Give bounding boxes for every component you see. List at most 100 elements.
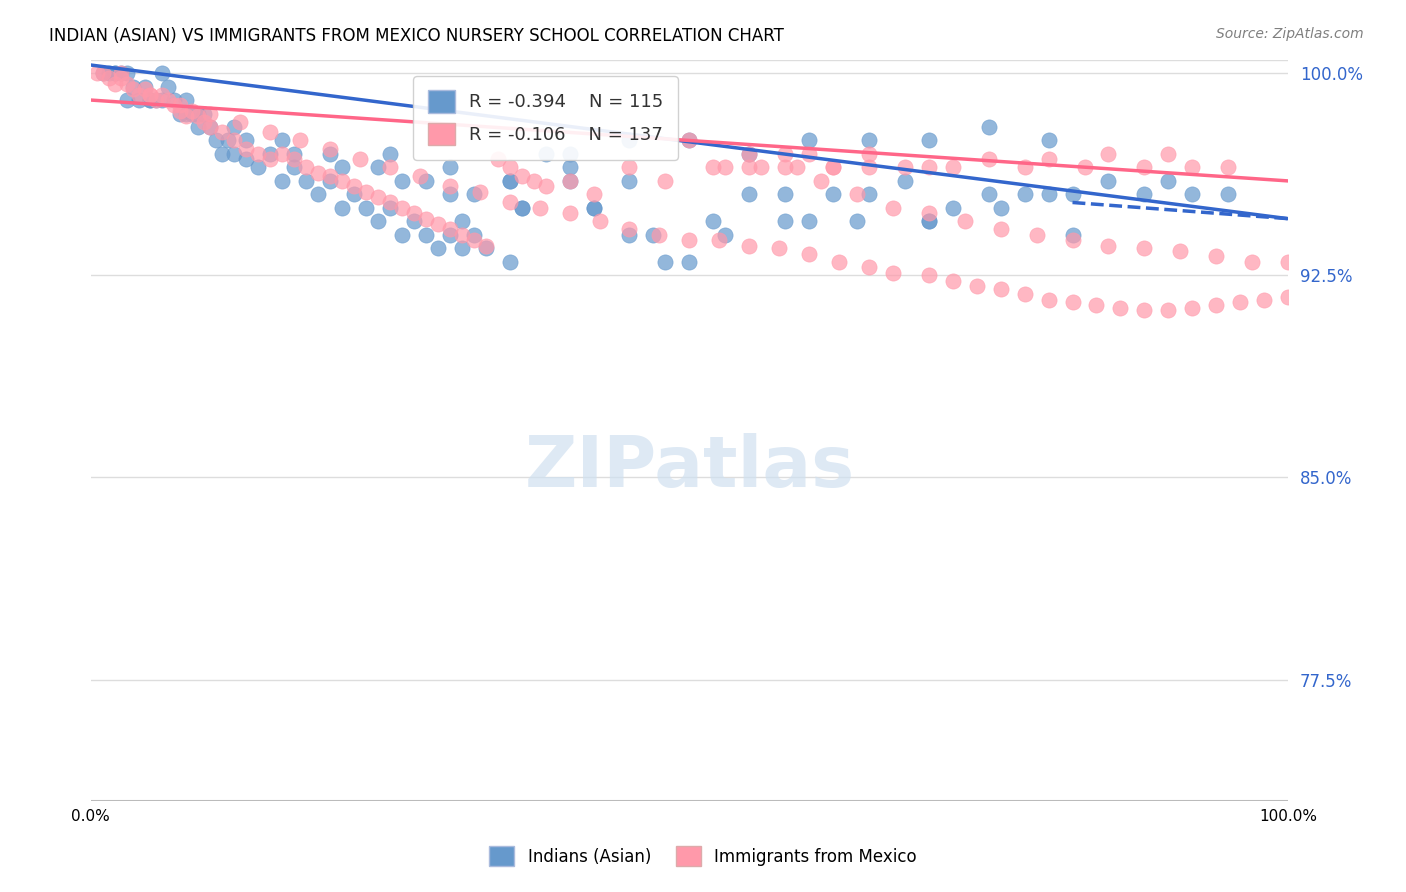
Point (499, 161, 522, 175)
Point (858, 147, 880, 161)
Point (200, 120, 222, 134)
Legend: R = -0.394    N = 115, R = -0.106    N = 137: R = -0.394 N = 115, R = -0.106 N = 137 (413, 76, 678, 160)
Point (378, 201, 401, 215)
Point (1205, 249, 1227, 263)
Point (738, 147, 761, 161)
Point (821, 161, 844, 175)
Point (558, 206, 581, 220)
Point (169, 98, 191, 112)
Point (139, 93, 162, 107)
Point (882, 266, 904, 280)
Point (918, 214, 941, 228)
Point (534, 179, 557, 194)
Point (134, 82, 156, 96)
Point (200, 106, 222, 120)
Point (558, 174, 581, 188)
Point (619, 133, 641, 147)
Point (211, 147, 233, 161)
Point (942, 274, 965, 288)
Point (439, 227, 461, 242)
Point (176, 106, 198, 120)
Point (882, 201, 904, 215)
Point (990, 282, 1012, 296)
Point (193, 106, 215, 120)
Point (121, 82, 143, 96)
Point (139, 87, 162, 102)
Point (439, 161, 461, 175)
Point (797, 246, 820, 260)
Point (367, 190, 389, 204)
Point (738, 238, 761, 252)
Point (121, 79, 143, 94)
Point (259, 125, 281, 139)
Point (402, 206, 425, 220)
Point (235, 153, 257, 167)
Point (828, 254, 851, 268)
Point (1133, 187, 1156, 202)
Point (259, 147, 281, 161)
Point (152, 87, 174, 102)
Point (97, 71, 120, 86)
Point (91, 66, 114, 80)
Point (558, 147, 581, 161)
Point (378, 147, 401, 161)
Point (354, 185, 377, 199)
Point (176, 93, 198, 107)
Point (1133, 303, 1156, 318)
Point (247, 161, 270, 175)
Point (499, 195, 522, 210)
Point (654, 174, 676, 188)
Point (391, 227, 413, 242)
Point (1241, 254, 1264, 268)
Point (295, 174, 318, 188)
Point (163, 93, 186, 107)
Point (271, 147, 294, 161)
Point (510, 201, 533, 215)
Point (128, 93, 150, 107)
Point (977, 120, 1000, 134)
Point (152, 66, 174, 80)
Point (1253, 293, 1275, 307)
Point (738, 147, 761, 161)
Point (643, 227, 665, 242)
Point (439, 187, 461, 202)
Point (145, 93, 167, 107)
Point (1133, 241, 1156, 255)
Point (205, 133, 228, 147)
Point (977, 153, 1000, 167)
Point (858, 133, 880, 147)
Point (115, 93, 138, 107)
Point (134, 79, 156, 94)
Point (319, 174, 342, 188)
Point (510, 201, 533, 215)
Point (319, 169, 342, 183)
Point (295, 161, 318, 175)
Point (977, 187, 1000, 202)
Point (103, 77, 125, 91)
Point (773, 161, 796, 175)
Point (1168, 244, 1191, 258)
Point (1229, 295, 1251, 310)
Point (409, 169, 432, 183)
Point (187, 109, 209, 123)
Point (749, 161, 772, 175)
Point (157, 93, 180, 107)
Point (367, 214, 389, 228)
Point (702, 214, 724, 228)
Point (169, 106, 191, 120)
Point (224, 147, 246, 161)
Point (619, 174, 641, 188)
Point (858, 260, 880, 275)
Point (918, 206, 941, 220)
Point (181, 103, 204, 118)
Point (450, 241, 472, 255)
Point (714, 161, 737, 175)
Point (1109, 301, 1132, 315)
Point (1218, 161, 1240, 175)
Point (176, 109, 198, 123)
Point (367, 161, 389, 175)
Point (702, 161, 724, 175)
Point (1038, 153, 1060, 167)
Point (894, 161, 917, 175)
Point (415, 174, 437, 188)
